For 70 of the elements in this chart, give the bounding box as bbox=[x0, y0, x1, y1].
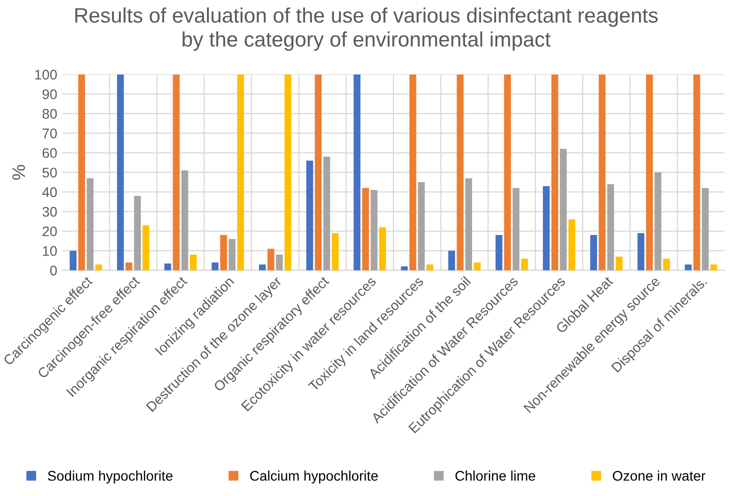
bar bbox=[474, 262, 481, 270]
bar bbox=[212, 262, 218, 270]
bar bbox=[332, 233, 339, 270]
y-axis-title: % bbox=[12, 164, 25, 180]
bar bbox=[496, 235, 502, 270]
bar bbox=[590, 235, 598, 270]
bar bbox=[228, 238, 236, 270]
bar bbox=[354, 74, 360, 270]
bar bbox=[164, 263, 172, 270]
bar bbox=[638, 233, 644, 270]
bar bbox=[117, 74, 124, 270]
legend-label: Ozone in water bbox=[612, 470, 706, 481]
bar bbox=[78, 74, 86, 270]
y-tick-label: 80 bbox=[42, 108, 57, 119]
bar bbox=[568, 219, 576, 270]
bar bbox=[284, 74, 292, 270]
y-tick-label: 50 bbox=[42, 168, 57, 178]
bar bbox=[306, 160, 314, 270]
bar bbox=[560, 148, 567, 270]
bar bbox=[258, 264, 266, 270]
bar bbox=[418, 182, 425, 270]
y-tick-label: 40 bbox=[42, 187, 57, 198]
y-tick-label: 30 bbox=[42, 206, 57, 217]
bar bbox=[607, 184, 614, 270]
bar bbox=[190, 254, 197, 270]
bar bbox=[126, 262, 132, 270]
bar bbox=[323, 156, 330, 270]
bar bbox=[237, 74, 244, 270]
bar bbox=[134, 196, 141, 270]
bar bbox=[276, 254, 283, 270]
legend-label: Sodium hypochlorite bbox=[48, 470, 172, 484]
legend-label: Calcium hypochlorite bbox=[250, 470, 378, 484]
bar bbox=[465, 178, 472, 270]
bar bbox=[86, 178, 94, 270]
bar bbox=[70, 250, 77, 270]
bar bbox=[598, 74, 606, 270]
y-tick-label: 60 bbox=[42, 148, 57, 158]
bar bbox=[362, 188, 369, 270]
bar bbox=[142, 225, 150, 270]
bar bbox=[370, 190, 378, 270]
bar bbox=[521, 258, 528, 270]
bar bbox=[95, 264, 102, 270]
bar bbox=[379, 227, 386, 270]
y-tick-label: 100 bbox=[35, 70, 57, 80]
bar bbox=[181, 170, 188, 270]
legend-label: Chlorine lime bbox=[455, 470, 536, 481]
bar bbox=[693, 74, 700, 270]
y-tick-label: 20 bbox=[42, 226, 57, 236]
bar bbox=[504, 74, 511, 270]
bar bbox=[542, 186, 550, 270]
y-tick-label: 90 bbox=[42, 89, 57, 100]
bar bbox=[512, 188, 520, 270]
bar bbox=[172, 74, 180, 270]
bar bbox=[616, 256, 623, 270]
bar bbox=[551, 74, 558, 270]
bar bbox=[456, 74, 464, 270]
chart-title: Results of evaluation of the use of various disinfectant reagents by the category of environmental impact bbox=[75, 7, 658, 51]
y-tick-label: 70 bbox=[42, 128, 57, 138]
bar bbox=[448, 250, 456, 270]
bar bbox=[314, 74, 322, 270]
bar bbox=[646, 74, 653, 270]
bar bbox=[409, 74, 416, 270]
bar bbox=[426, 264, 434, 270]
bar bbox=[220, 235, 227, 270]
bar bbox=[654, 172, 662, 270]
bar bbox=[702, 188, 709, 270]
y-tick-label: 10 bbox=[42, 246, 57, 256]
bar bbox=[663, 258, 670, 270]
y-tick-label: 0 bbox=[50, 266, 57, 276]
bar bbox=[267, 248, 274, 270]
